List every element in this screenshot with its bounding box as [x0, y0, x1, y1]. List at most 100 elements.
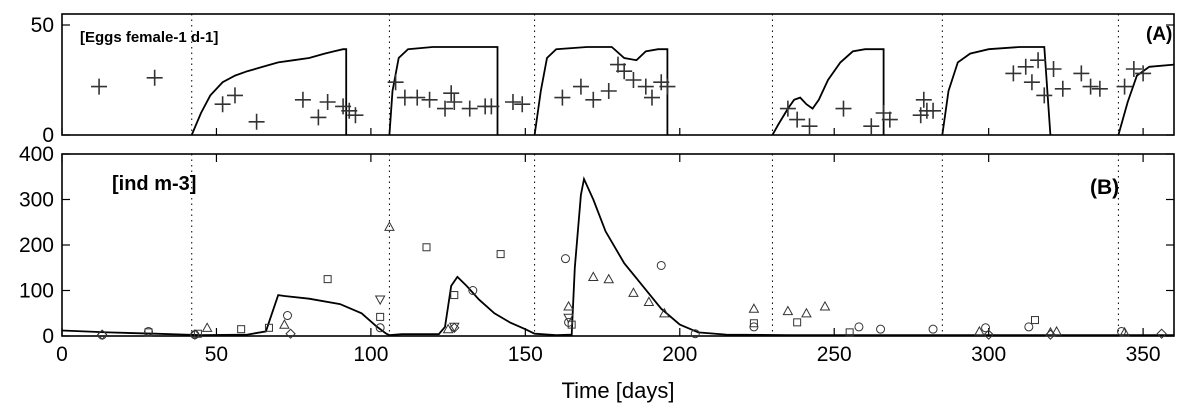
model-line-segment — [1117, 63, 1175, 136]
panel-a-observations — [91, 52, 1152, 135]
panel-a-y-axis: 0 50 — [31, 14, 1174, 147]
diamond-marker — [285, 328, 296, 339]
plus-marker — [1030, 52, 1047, 69]
panel-a-frame — [61, 13, 1175, 136]
plus-marker — [421, 91, 438, 108]
model-line-segment — [771, 48, 885, 136]
plus-marker — [925, 102, 942, 119]
x-tick-label: 250 — [817, 343, 852, 366]
circle-marker — [282, 311, 292, 321]
x-tick-label: 0 — [56, 343, 68, 366]
plus-marker — [294, 91, 311, 108]
plus-marker — [146, 69, 163, 86]
circle-marker — [143, 326, 153, 336]
circle-marker — [876, 324, 886, 334]
circle-marker — [375, 323, 385, 333]
model-line-segment — [533, 46, 669, 136]
plus-marker — [335, 98, 352, 115]
square-marker — [323, 275, 332, 284]
square-marker — [450, 291, 459, 300]
plus-marker — [1116, 78, 1133, 95]
square-marker — [793, 318, 802, 327]
plus-marker — [610, 56, 626, 73]
panel-a-model-line — [190, 46, 1175, 136]
plus-marker — [881, 111, 898, 128]
plus-marker — [310, 109, 327, 126]
diamond-marker — [96, 329, 108, 340]
plus-marker — [214, 96, 231, 113]
plus-marker — [514, 96, 531, 113]
panel-b-observations — [96, 221, 1167, 340]
square-marker — [496, 250, 505, 259]
triangle-up-marker — [1119, 326, 1130, 337]
diamond-marker — [189, 329, 201, 340]
y-tick-label: 50 — [31, 14, 54, 37]
triangle-up-marker — [279, 319, 290, 329]
circle-marker — [749, 322, 759, 332]
triangle-up-marker — [748, 303, 760, 313]
square-marker — [845, 328, 854, 337]
plus-marker — [572, 78, 589, 95]
y-tick-label: 0 — [42, 325, 54, 348]
x-tick-label: 50 — [205, 343, 228, 366]
plus-marker — [875, 105, 892, 121]
square-marker — [1031, 316, 1039, 325]
x-tick-label: 150 — [508, 343, 543, 366]
triangle-up-marker — [974, 325, 985, 336]
plus-marker — [1054, 80, 1071, 97]
plus-marker — [446, 94, 463, 110]
model-line-segment — [941, 46, 1052, 136]
diamond-marker — [1045, 329, 1056, 340]
y-tick-label: 100 — [19, 280, 54, 303]
circle-marker — [928, 324, 938, 334]
plus-marker — [1045, 61, 1062, 77]
panel-b-frame — [61, 153, 1175, 337]
triangle-up-marker — [819, 300, 831, 311]
circle-marker — [560, 254, 570, 264]
triangle-up-marker — [782, 305, 794, 316]
circle-marker — [1116, 326, 1126, 336]
circle-marker — [1024, 322, 1034, 332]
model-line — [61, 176, 1174, 337]
triangle-up-marker — [801, 307, 812, 318]
plus-marker — [1135, 65, 1152, 82]
plus-marker — [625, 72, 642, 88]
square-marker — [749, 319, 758, 328]
plus-marker — [863, 118, 880, 135]
plus-marker — [1091, 80, 1108, 97]
x-tick-label: 300 — [971, 343, 1006, 366]
panel-a: 0 50 [Eggs female-1 d-1] (A) — [31, 13, 1175, 147]
triangle-up-marker — [628, 287, 639, 297]
square-marker — [376, 312, 385, 321]
triangle-up-marker — [643, 296, 655, 306]
plus-marker — [643, 89, 660, 106]
y-tick-label: 400 — [19, 143, 54, 166]
plus-marker — [616, 63, 633, 80]
x-axis-title: Time [days] — [562, 378, 675, 403]
plus-marker — [443, 85, 460, 102]
plus-marker — [1125, 61, 1142, 77]
panel-b-annotation: [ind m-3] — [112, 173, 196, 195]
plus-marker — [387, 74, 404, 91]
plus-marker — [600, 83, 617, 99]
plus-marker — [347, 107, 364, 124]
diamond-marker — [449, 322, 460, 334]
plus-marker — [319, 94, 336, 110]
triangle-up-marker — [384, 221, 395, 231]
y-tick-label: 0 — [42, 124, 54, 147]
plus-marker — [585, 91, 602, 108]
diamond-marker — [1156, 328, 1167, 339]
plus-marker — [248, 113, 265, 130]
model-line-segment — [190, 48, 348, 136]
plus-marker — [789, 111, 806, 128]
plus-marker — [637, 78, 654, 95]
plus-marker — [779, 100, 796, 117]
panel-b-model-line — [61, 176, 1174, 337]
panel-a-guide-lines — [61, 14, 1144, 135]
square-marker — [237, 325, 246, 334]
triangle-up-marker — [603, 273, 615, 284]
triangle-up-marker — [563, 300, 574, 311]
triangle-down-marker — [563, 313, 574, 324]
triangle-down-marker — [374, 295, 386, 306]
